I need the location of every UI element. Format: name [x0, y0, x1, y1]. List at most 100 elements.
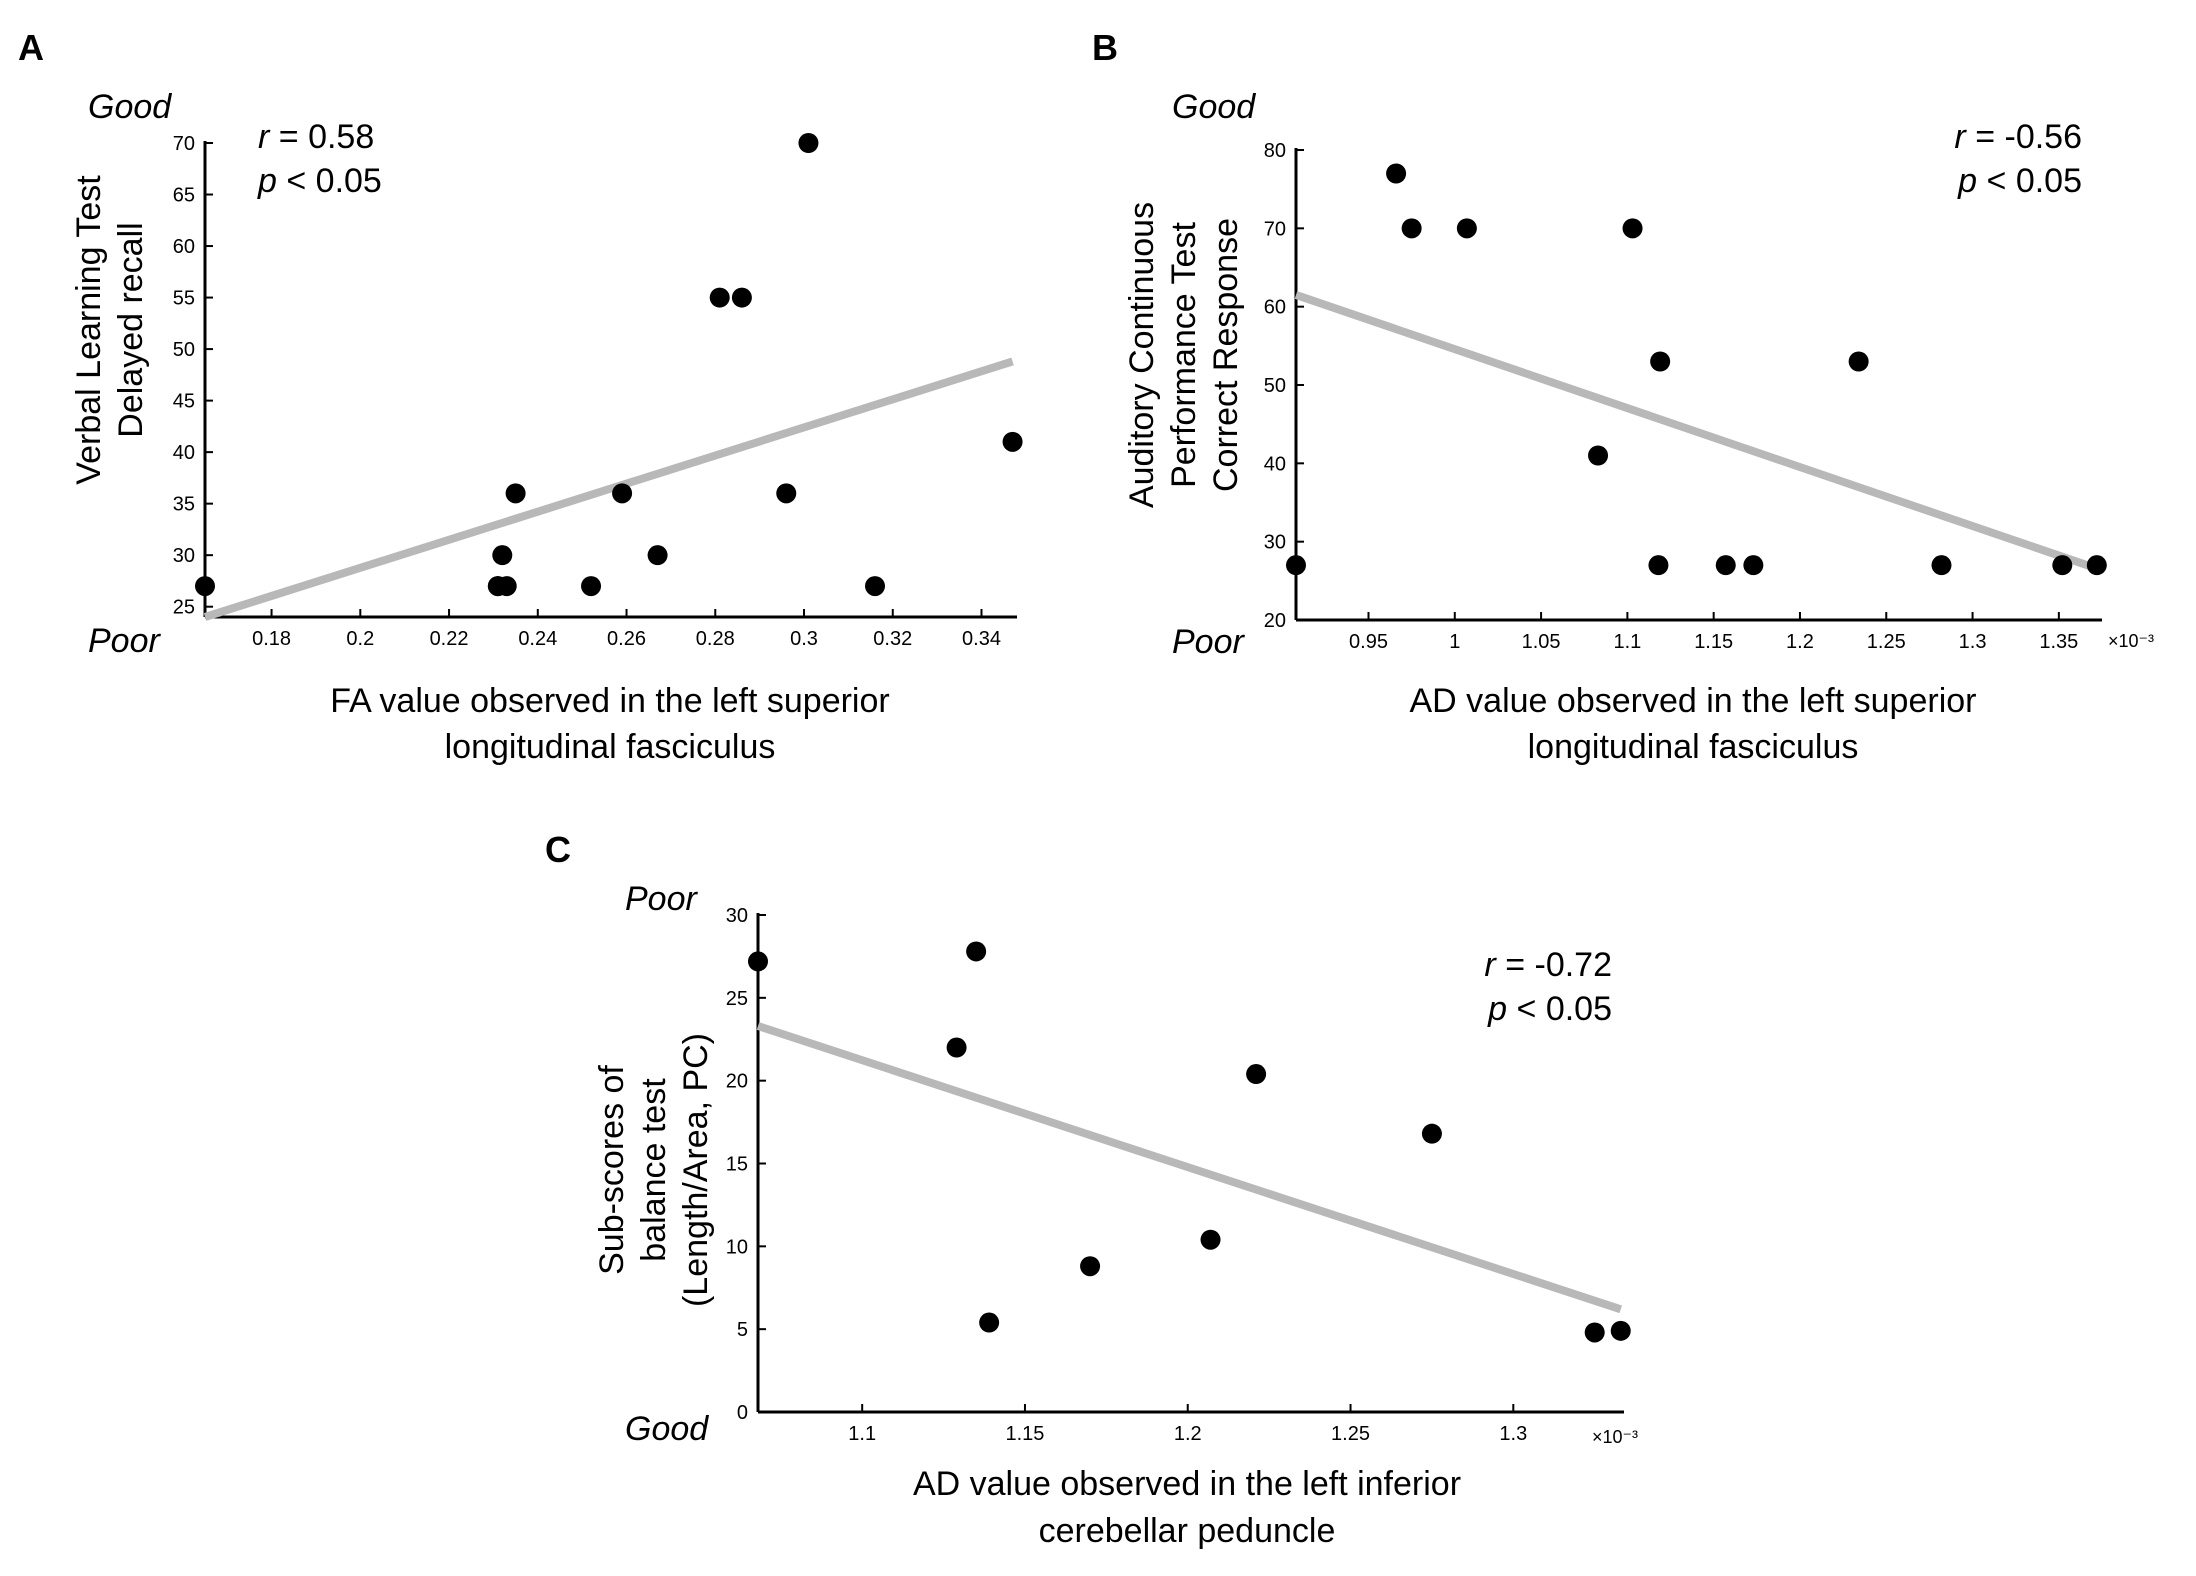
p-symbol: p — [257, 162, 277, 200]
y-tick-label: 10 — [726, 1236, 748, 1258]
x-tick-label: 1.2 — [1174, 1423, 1202, 1445]
y-tick-label: 50 — [173, 339, 195, 361]
y-tick-label: 40 — [173, 442, 195, 464]
y-tick-label: 80 — [1264, 140, 1286, 162]
data-point — [946, 1037, 967, 1058]
y-axis-title-line: balance test — [635, 1078, 673, 1262]
panel-c: C 0 5 10 15 20 25 30 1.1 1.15 1.2 1.25 1.3 ×10⁻³ Poor G… — [545, 829, 1638, 1550]
data-point — [195, 576, 215, 597]
y-axis-title-line: Sub-scores of — [593, 1065, 631, 1275]
data-point — [1401, 218, 1422, 239]
y-tick-label: 25 — [173, 597, 195, 619]
x-tick-label: 0.18 — [252, 628, 291, 650]
data-point — [581, 576, 602, 597]
data-point — [776, 483, 797, 504]
data-point — [1002, 431, 1023, 452]
data-point — [1456, 218, 1477, 239]
y-tick-label: 55 — [173, 288, 195, 310]
data-point — [731, 287, 752, 308]
x-tick-label: 1.25 — [1331, 1423, 1370, 1445]
r-value: = -0.56 — [1966, 118, 2082, 156]
data-point — [1286, 555, 1306, 576]
x-tick-label: 0.2 — [346, 628, 374, 650]
x-axis-title-line: cerebellar peduncle — [1039, 1512, 1336, 1550]
r-value-label: r = -0.56 — [1954, 118, 2082, 156]
y-tick-label: 70 — [173, 133, 195, 155]
x-tick-label: 1.2 — [1786, 631, 1814, 653]
x-tick-label: 1.15 — [1005, 1423, 1044, 1445]
p-value: < 0.05 — [277, 162, 382, 200]
x-axis-title-line: FA value observed in the left superior — [330, 682, 889, 720]
y-tick-label: 20 — [726, 1071, 748, 1093]
x-axis-title-line: longitudinal fasciculus — [1528, 728, 1859, 766]
x-axis-title-line: AD value observed in the left inferior — [913, 1465, 1461, 1503]
y-tick-label: 20 — [1264, 610, 1286, 632]
panel-label: C — [545, 829, 571, 870]
data-point — [979, 1312, 1000, 1333]
data-point — [1622, 218, 1643, 239]
x-tick-label: 1.25 — [1867, 631, 1906, 653]
r-symbol: r — [1484, 946, 1497, 984]
panel-label: A — [18, 27, 44, 68]
x-exponent-label: ×10⁻³ — [1592, 1427, 1638, 1447]
data-point — [505, 483, 526, 504]
x-tick-label: 0.22 — [430, 628, 469, 650]
x-tick-label: 0.28 — [696, 628, 735, 650]
y-tick-label: 15 — [726, 1154, 748, 1176]
y-axis-title-line: (Length/Area, PC) — [677, 1033, 715, 1307]
r-value-label: r = -0.72 — [1484, 946, 1612, 984]
data-point — [1610, 1320, 1631, 1341]
y-tick-label: 60 — [1264, 297, 1286, 319]
p-value-label: p < 0.05 — [1487, 990, 1612, 1028]
x-tick-label: 1.05 — [1522, 631, 1561, 653]
y-tick-label: 50 — [1264, 375, 1286, 397]
top-anchor-label: Good — [1172, 88, 1256, 126]
p-symbol: p — [1957, 162, 1977, 200]
y-tick-label: 70 — [1264, 218, 1286, 240]
x-tick-label: 1.15 — [1694, 631, 1733, 653]
panel-label: B — [1092, 27, 1118, 68]
y-axis-title-line: Auditory Continuous — [1123, 202, 1161, 508]
r-symbol: r — [258, 118, 271, 156]
data-point — [492, 545, 513, 566]
y-tick-label: 40 — [1264, 453, 1286, 475]
bottom-anchor-label: Poor — [88, 622, 161, 660]
y-tick-label: 0 — [737, 1402, 748, 1424]
data-point — [798, 133, 819, 153]
data-point — [1200, 1229, 1221, 1250]
data-point — [1080, 1256, 1101, 1277]
data-point — [1588, 445, 1609, 466]
x-tick-label: 1 — [1449, 631, 1460, 653]
data-point — [2052, 555, 2073, 576]
x-tick-label: 1.3 — [1499, 1423, 1527, 1445]
p-value-label: p < 0.05 — [257, 162, 382, 200]
y-tick-label: 30 — [173, 545, 195, 567]
y-tick-label: 35 — [173, 494, 195, 516]
x-tick-label: 0.26 — [607, 628, 646, 650]
regression-line — [756, 1022, 1622, 1314]
data-point — [865, 576, 886, 597]
data-point — [1421, 1123, 1442, 1144]
x-axis-title-line: longitudinal fasciculus — [445, 728, 776, 766]
regression-line — [203, 357, 1014, 621]
y-axis-title-line: Delayed recall — [112, 222, 150, 437]
data-point — [1648, 555, 1669, 576]
y-axis-title-line: Performance Test — [1165, 222, 1203, 488]
p-symbol: p — [1487, 990, 1507, 1028]
panel-b: B 20 30 40 50 60 70 80 0.95 1 1.05 1.1 1.15 1.2 1.25 1.… — [1092, 27, 2154, 766]
data-point — [709, 287, 730, 308]
data-point — [647, 545, 668, 566]
data-point — [1246, 1064, 1267, 1085]
x-tick-label: 0.32 — [873, 628, 912, 650]
regression-line — [1294, 291, 2100, 573]
top-anchor-label: Good — [88, 88, 172, 126]
r-value: = -0.72 — [1496, 946, 1612, 984]
data-point — [1848, 351, 1869, 372]
x-tick-label: 1.1 — [848, 1423, 876, 1445]
r-symbol: r — [1954, 118, 1967, 156]
data-point — [1715, 555, 1736, 576]
y-tick-label: 25 — [726, 988, 748, 1010]
y-axis-title-line: Correct Response — [1207, 218, 1245, 492]
y-axis-title-line: Verbal Learning Test — [70, 175, 108, 485]
